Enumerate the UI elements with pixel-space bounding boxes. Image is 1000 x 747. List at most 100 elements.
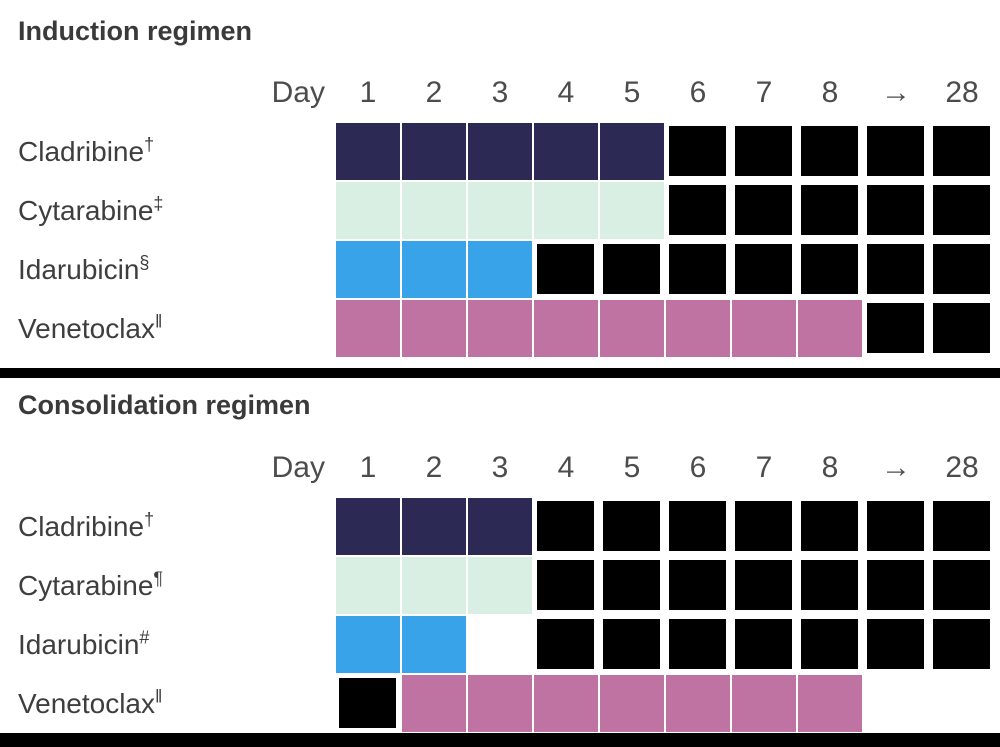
consolidation-cell-cytarabine-day1 <box>336 557 400 614</box>
consolidation-cell-idarubicin-day2 <box>402 616 466 673</box>
drug-name: Cytarabine <box>18 570 154 601</box>
induction-cell-cytarabine-day8 <box>801 185 858 235</box>
consolidation-day-column-3: 3 <box>491 451 509 484</box>
induction-cell-venetoclax-day1 <box>336 300 400 357</box>
consolidation-cell-venetoclax-day8 <box>798 675 862 732</box>
consolidation-cell-cladribine-day1 <box>336 498 400 555</box>
consolidation-cell-cladribine-day2 <box>402 498 466 555</box>
induction-cell-idarubicin-day2 <box>402 241 466 298</box>
consolidation-cell-venetoclax-day6 <box>666 675 730 732</box>
consolidation-cell-venetoclax-day5 <box>600 675 664 732</box>
consolidation-cell-cytarabine-day5 <box>603 560 660 610</box>
induction-cell-venetoclax-day7 <box>732 300 796 357</box>
consolidation-cell-cytarabine-day8 <box>801 560 858 610</box>
induction-day-column-1: 1 <box>359 76 377 109</box>
induction-row-label-cladribine: Cladribine† <box>18 123 154 180</box>
footnote-marker: § <box>139 252 150 273</box>
consolidation-cell-idarubicin-day4 <box>537 619 594 669</box>
consolidation-cell-venetoclax-day3 <box>468 675 532 732</box>
consolidation-cell-idarubicin-day8 <box>801 619 858 669</box>
consolidation-cell-cladribine-day7 <box>735 501 792 551</box>
consolidation-section-title: Consolidation regimen <box>18 390 311 420</box>
induction-cell-cytarabine-day7 <box>735 185 792 235</box>
footnote-marker: # <box>139 627 150 648</box>
induction-section-title: Induction regimen <box>18 16 253 46</box>
induction-cell-venetoclax-day2 <box>402 300 466 357</box>
induction-cell-cladribine-day2 <box>402 123 466 180</box>
drug-name: Cytarabine <box>18 195 154 226</box>
bottom-border-bar <box>0 733 1000 747</box>
induction-cell-idarubicin-day8 <box>801 244 858 294</box>
induction-cell-cladribine-day1 <box>336 123 400 180</box>
induction-day-column-8: 8 <box>821 76 839 109</box>
induction-row-label-cytarabine: Cytarabine‡ <box>18 182 163 239</box>
induction-cell-idarubicin-day1 <box>336 241 400 298</box>
consolidation-cell-cytarabine-day7 <box>735 560 792 610</box>
drug-name: Idarubicin <box>18 629 140 660</box>
consolidation-day-column-5: 5 <box>623 451 641 484</box>
induction-cell-cytarabine-day4 <box>534 182 598 239</box>
consolidation-day-column-8: 8 <box>821 451 839 484</box>
consolidation-cell-cytarabine-day→ <box>867 560 924 610</box>
footnote-marker: ¶ <box>153 568 164 589</box>
drug-name: Cladribine <box>18 511 145 542</box>
footnote-marker: ‖ <box>155 686 163 707</box>
consolidation-cell-cladribine-day8 <box>801 501 858 551</box>
induction-day-column-28: 28 <box>945 76 979 109</box>
induction-cell-idarubicin-day→ <box>867 244 924 294</box>
induction-cell-cladribine-day4 <box>534 123 598 180</box>
induction-cell-venetoclax-day→ <box>867 303 924 353</box>
footnote-marker: † <box>144 134 155 155</box>
consolidation-cell-cladribine-day5 <box>603 501 660 551</box>
consolidation-cell-cladribine-day→ <box>867 501 924 551</box>
consolidation-cell-venetoclax-day1 <box>339 678 396 728</box>
consolidation-cell-cytarabine-day6 <box>669 560 726 610</box>
induction-cell-cytarabine-day3 <box>468 182 532 239</box>
consolidation-day-arrow-icon: → <box>881 451 911 484</box>
induction-row-label-venetoclax: Venetoclax‖ <box>18 300 162 357</box>
consolidation-day-column-4: 4 <box>557 451 575 484</box>
consolidation-cell-venetoclax-day2 <box>402 675 466 732</box>
induction-day-arrow-icon: → <box>881 76 911 109</box>
consolidation-cell-cytarabine-day4 <box>537 560 594 610</box>
induction-cell-cladribine-day5 <box>600 123 664 180</box>
consolidation-cell-idarubicin-day7 <box>735 619 792 669</box>
induction-cell-cytarabine-day1 <box>336 182 400 239</box>
drug-name: Venetoclax <box>18 313 155 344</box>
consolidation-cell-idarubicin-day→ <box>867 619 924 669</box>
induction-cell-idarubicin-day5 <box>603 244 660 294</box>
footnote-marker: † <box>144 509 155 530</box>
induction-cell-cladribine-day28 <box>933 126 990 176</box>
drug-name: Idarubicin <box>18 254 140 285</box>
footnote-marker: ‖ <box>155 311 163 332</box>
consolidation-cell-cladribine-day6 <box>669 501 726 551</box>
induction-cell-idarubicin-day3 <box>468 241 532 298</box>
induction-cell-venetoclax-day28 <box>933 303 990 353</box>
induction-day-column-7: 7 <box>755 76 773 109</box>
consolidation-cell-cytarabine-day2 <box>402 557 466 614</box>
induction-cell-cytarabine-day28 <box>933 185 990 235</box>
consolidation-row-label-idarubicin: Idarubicin# <box>18 616 149 673</box>
consolidation-cell-cladribine-day28 <box>933 501 990 551</box>
consolidation-day-column-1: 1 <box>359 451 377 484</box>
consolidation-day-column-6: 6 <box>689 451 707 484</box>
drug-name: Cladribine <box>18 136 145 167</box>
induction-cell-cladribine-day6 <box>669 126 726 176</box>
induction-cell-idarubicin-day4 <box>537 244 594 294</box>
induction-cell-cladribine-day3 <box>468 123 532 180</box>
induction-cell-cladribine-day7 <box>735 126 792 176</box>
induction-day-column-2: 2 <box>425 76 443 109</box>
consolidation-day-header-label: Day <box>271 451 325 484</box>
induction-day-column-4: 4 <box>557 76 575 109</box>
consolidation-day-column-7: 7 <box>755 451 773 484</box>
consolidation-cell-venetoclax-day4 <box>534 675 598 732</box>
induction-cell-venetoclax-day8 <box>798 300 862 357</box>
induction-cell-cytarabine-day→ <box>867 185 924 235</box>
footnote-marker: ‡ <box>153 193 164 214</box>
consolidation-row-label-cladribine: Cladribine† <box>18 498 154 555</box>
induction-cell-cytarabine-day6 <box>669 185 726 235</box>
drug-name: Venetoclax <box>18 688 155 719</box>
section-divider-bar <box>0 368 1000 378</box>
consolidation-cell-venetoclax-day7 <box>732 675 796 732</box>
